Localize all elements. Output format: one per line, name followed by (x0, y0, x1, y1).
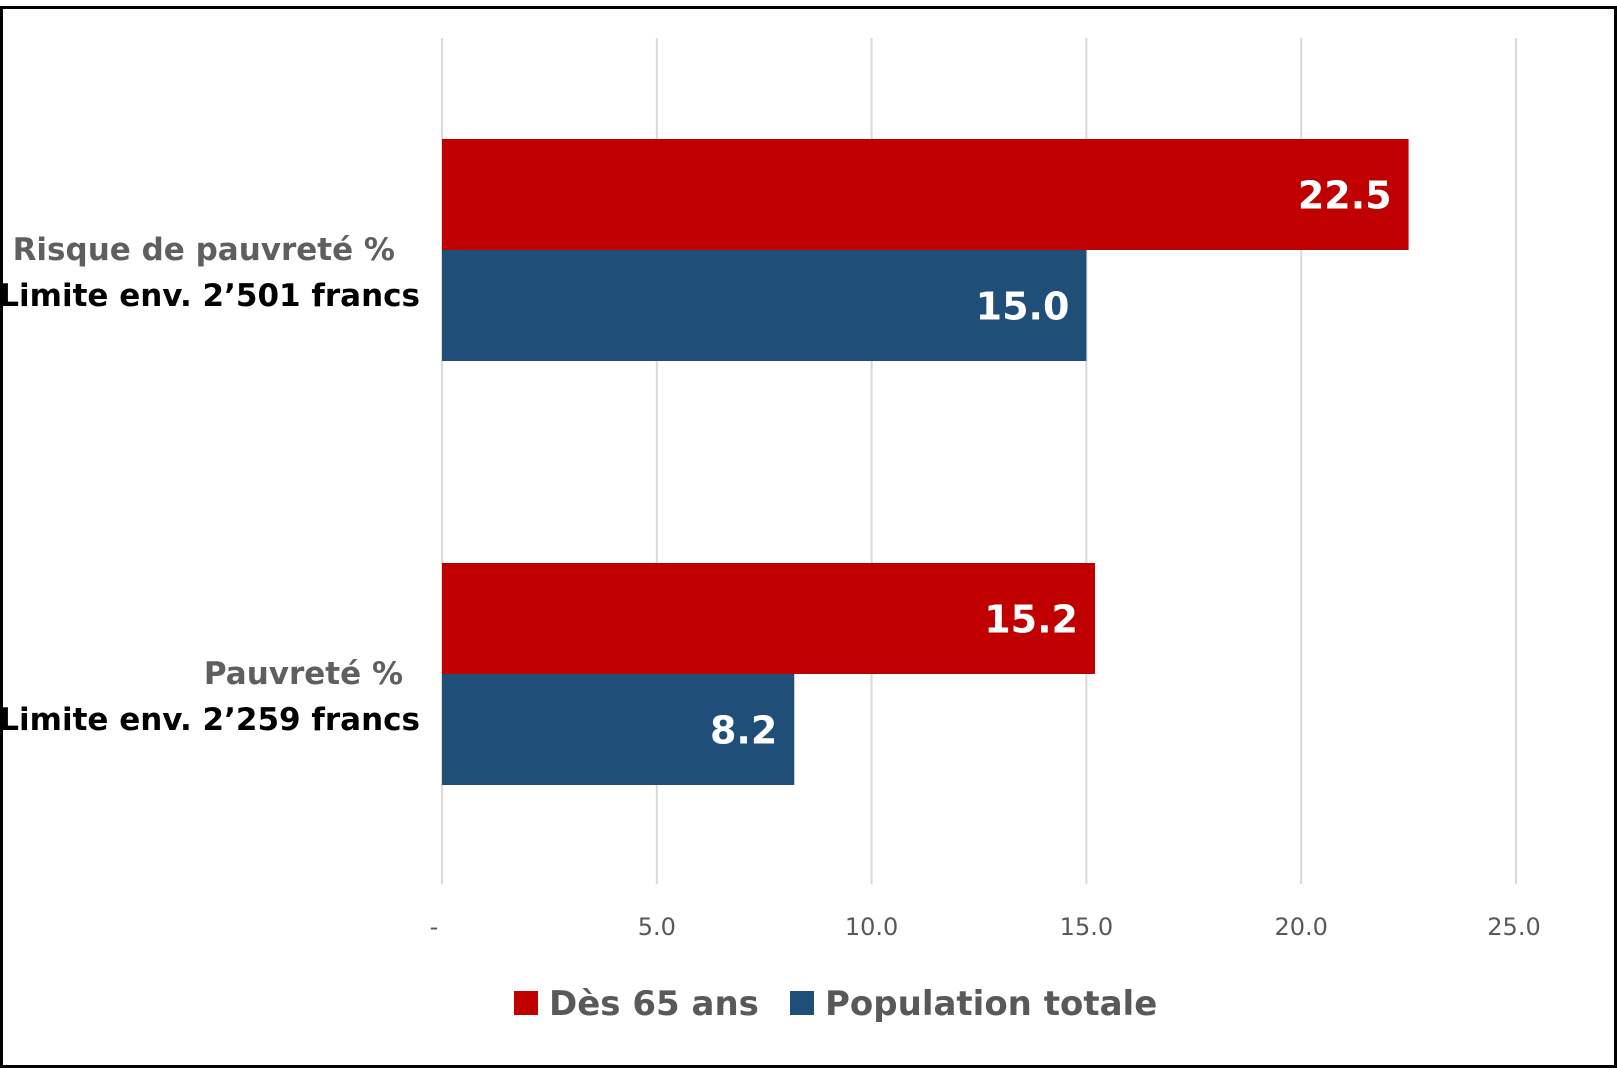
data-label: 15.0 (976, 285, 1070, 329)
x-tick-label: 10.0 (845, 913, 898, 941)
x-tick-label: - (430, 913, 439, 941)
data-labels: 22.5 15.0 15.2 8.2 (710, 174, 1392, 753)
x-tick-label: 20.0 (1274, 913, 1327, 941)
x-tick-label: 15.0 (1060, 913, 1113, 941)
legend-label-population-totale: Population totale (825, 984, 1157, 1024)
legend-swatch-des-65-ans (514, 991, 538, 1015)
category-label-line1: Pauvreté % (204, 656, 403, 692)
data-label: 15.2 (984, 598, 1078, 642)
category-labels: Risque de pauvreté % Limite env. 2’501 fr… (0, 232, 420, 738)
legend: Dès 65 ans Population totale (514, 984, 1157, 1024)
x-tick-label: 25.0 (1487, 913, 1540, 941)
data-label: 22.5 (1298, 174, 1392, 218)
bars (442, 139, 1409, 785)
x-tick-label: 5.0 (638, 913, 676, 941)
bar-population-totale-1 (442, 674, 795, 785)
x-axis-tick-labels: - 5.0 10.0 15.0 20.0 25.0 (430, 913, 1541, 941)
bar-des-65-ans-1 (442, 563, 1095, 674)
category-label-line2: Limite env. 2’259 francs (0, 702, 420, 738)
legend-swatch-population-totale (790, 991, 814, 1015)
category-label-line1: Risque de pauvreté % (13, 232, 395, 268)
data-label: 8.2 (710, 709, 777, 753)
category-label-line2: Limite env. 2’501 francs (0, 278, 420, 314)
bar-population-totale-0 (442, 250, 1087, 361)
legend-label-des-65-ans: Dès 65 ans (549, 984, 759, 1024)
bar-des-65-ans-0 (442, 139, 1409, 250)
